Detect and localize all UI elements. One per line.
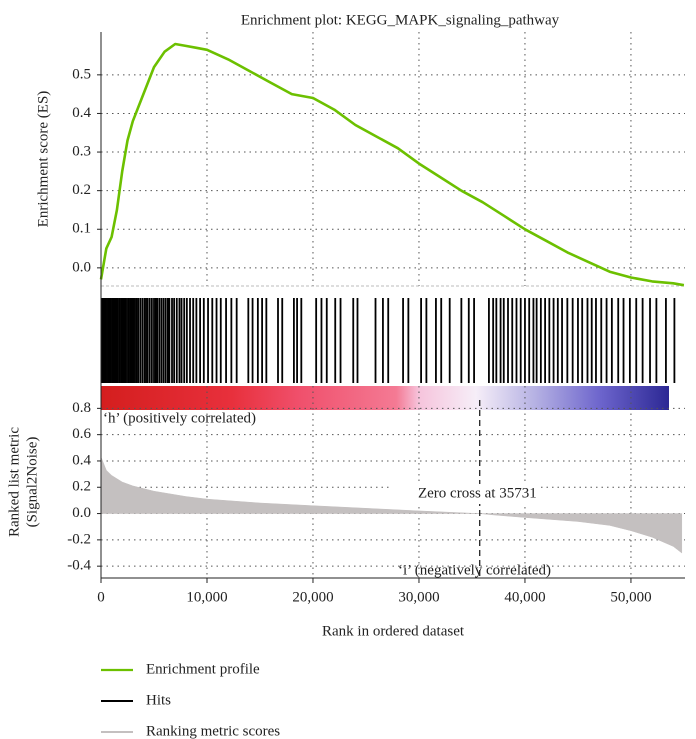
y-tick-label: 0.0 bbox=[72, 505, 91, 521]
x-tick-label: 50,000 bbox=[610, 589, 651, 605]
x-axis-label: Rank in ordered dataset bbox=[322, 623, 465, 639]
y-tick-label: 0.2 bbox=[72, 182, 91, 198]
y-tick-label: 0.1 bbox=[72, 221, 91, 237]
x-tick-label: 20,000 bbox=[292, 589, 333, 605]
legend-label: Ranking metric scores bbox=[146, 723, 280, 739]
y-tick-label: 0.5 bbox=[72, 66, 91, 82]
y-tick-label: 0.2 bbox=[72, 479, 91, 495]
x-tick-label: 40,000 bbox=[504, 589, 545, 605]
annotation-bg bbox=[390, 484, 540, 504]
y-tick-label: 0.4 bbox=[72, 452, 91, 468]
y-tick-label: 0.0 bbox=[72, 259, 91, 275]
y-axis-label: Ranked list metric bbox=[6, 427, 22, 537]
x-tick-label: 10,000 bbox=[186, 589, 227, 605]
rank-color-bar bbox=[101, 386, 669, 410]
y-tick-label: 0.4 bbox=[72, 105, 91, 121]
chart-title: Enrichment plot: KEGG_MAPK_signaling_pat… bbox=[241, 12, 560, 28]
metric-area bbox=[100, 456, 683, 554]
legend-label: Hits bbox=[146, 692, 171, 708]
x-tick-label: 0 bbox=[97, 589, 105, 605]
y-axis-label: Enrichment score (ES) bbox=[35, 91, 51, 228]
y-tick-label: 0.6 bbox=[72, 426, 91, 442]
legend-label: Enrichment profile bbox=[146, 661, 260, 677]
negative-label: ‘i’ (negatively correlated) bbox=[398, 562, 551, 578]
y-axis-label: (Signal2Noise) bbox=[24, 437, 40, 528]
y-tick-label: -0.2 bbox=[67, 531, 91, 547]
positive-label: ‘h’ (positively correlated) bbox=[103, 410, 256, 426]
y-tick-label: -0.4 bbox=[67, 558, 91, 574]
y-tick-label: 0.3 bbox=[72, 143, 91, 159]
enrichment-line bbox=[99, 42, 685, 287]
zero-cross-label: Zero cross at 35731 bbox=[418, 485, 537, 501]
y-tick-label: 0.8 bbox=[72, 400, 91, 416]
x-tick-label: 30,000 bbox=[398, 589, 439, 605]
